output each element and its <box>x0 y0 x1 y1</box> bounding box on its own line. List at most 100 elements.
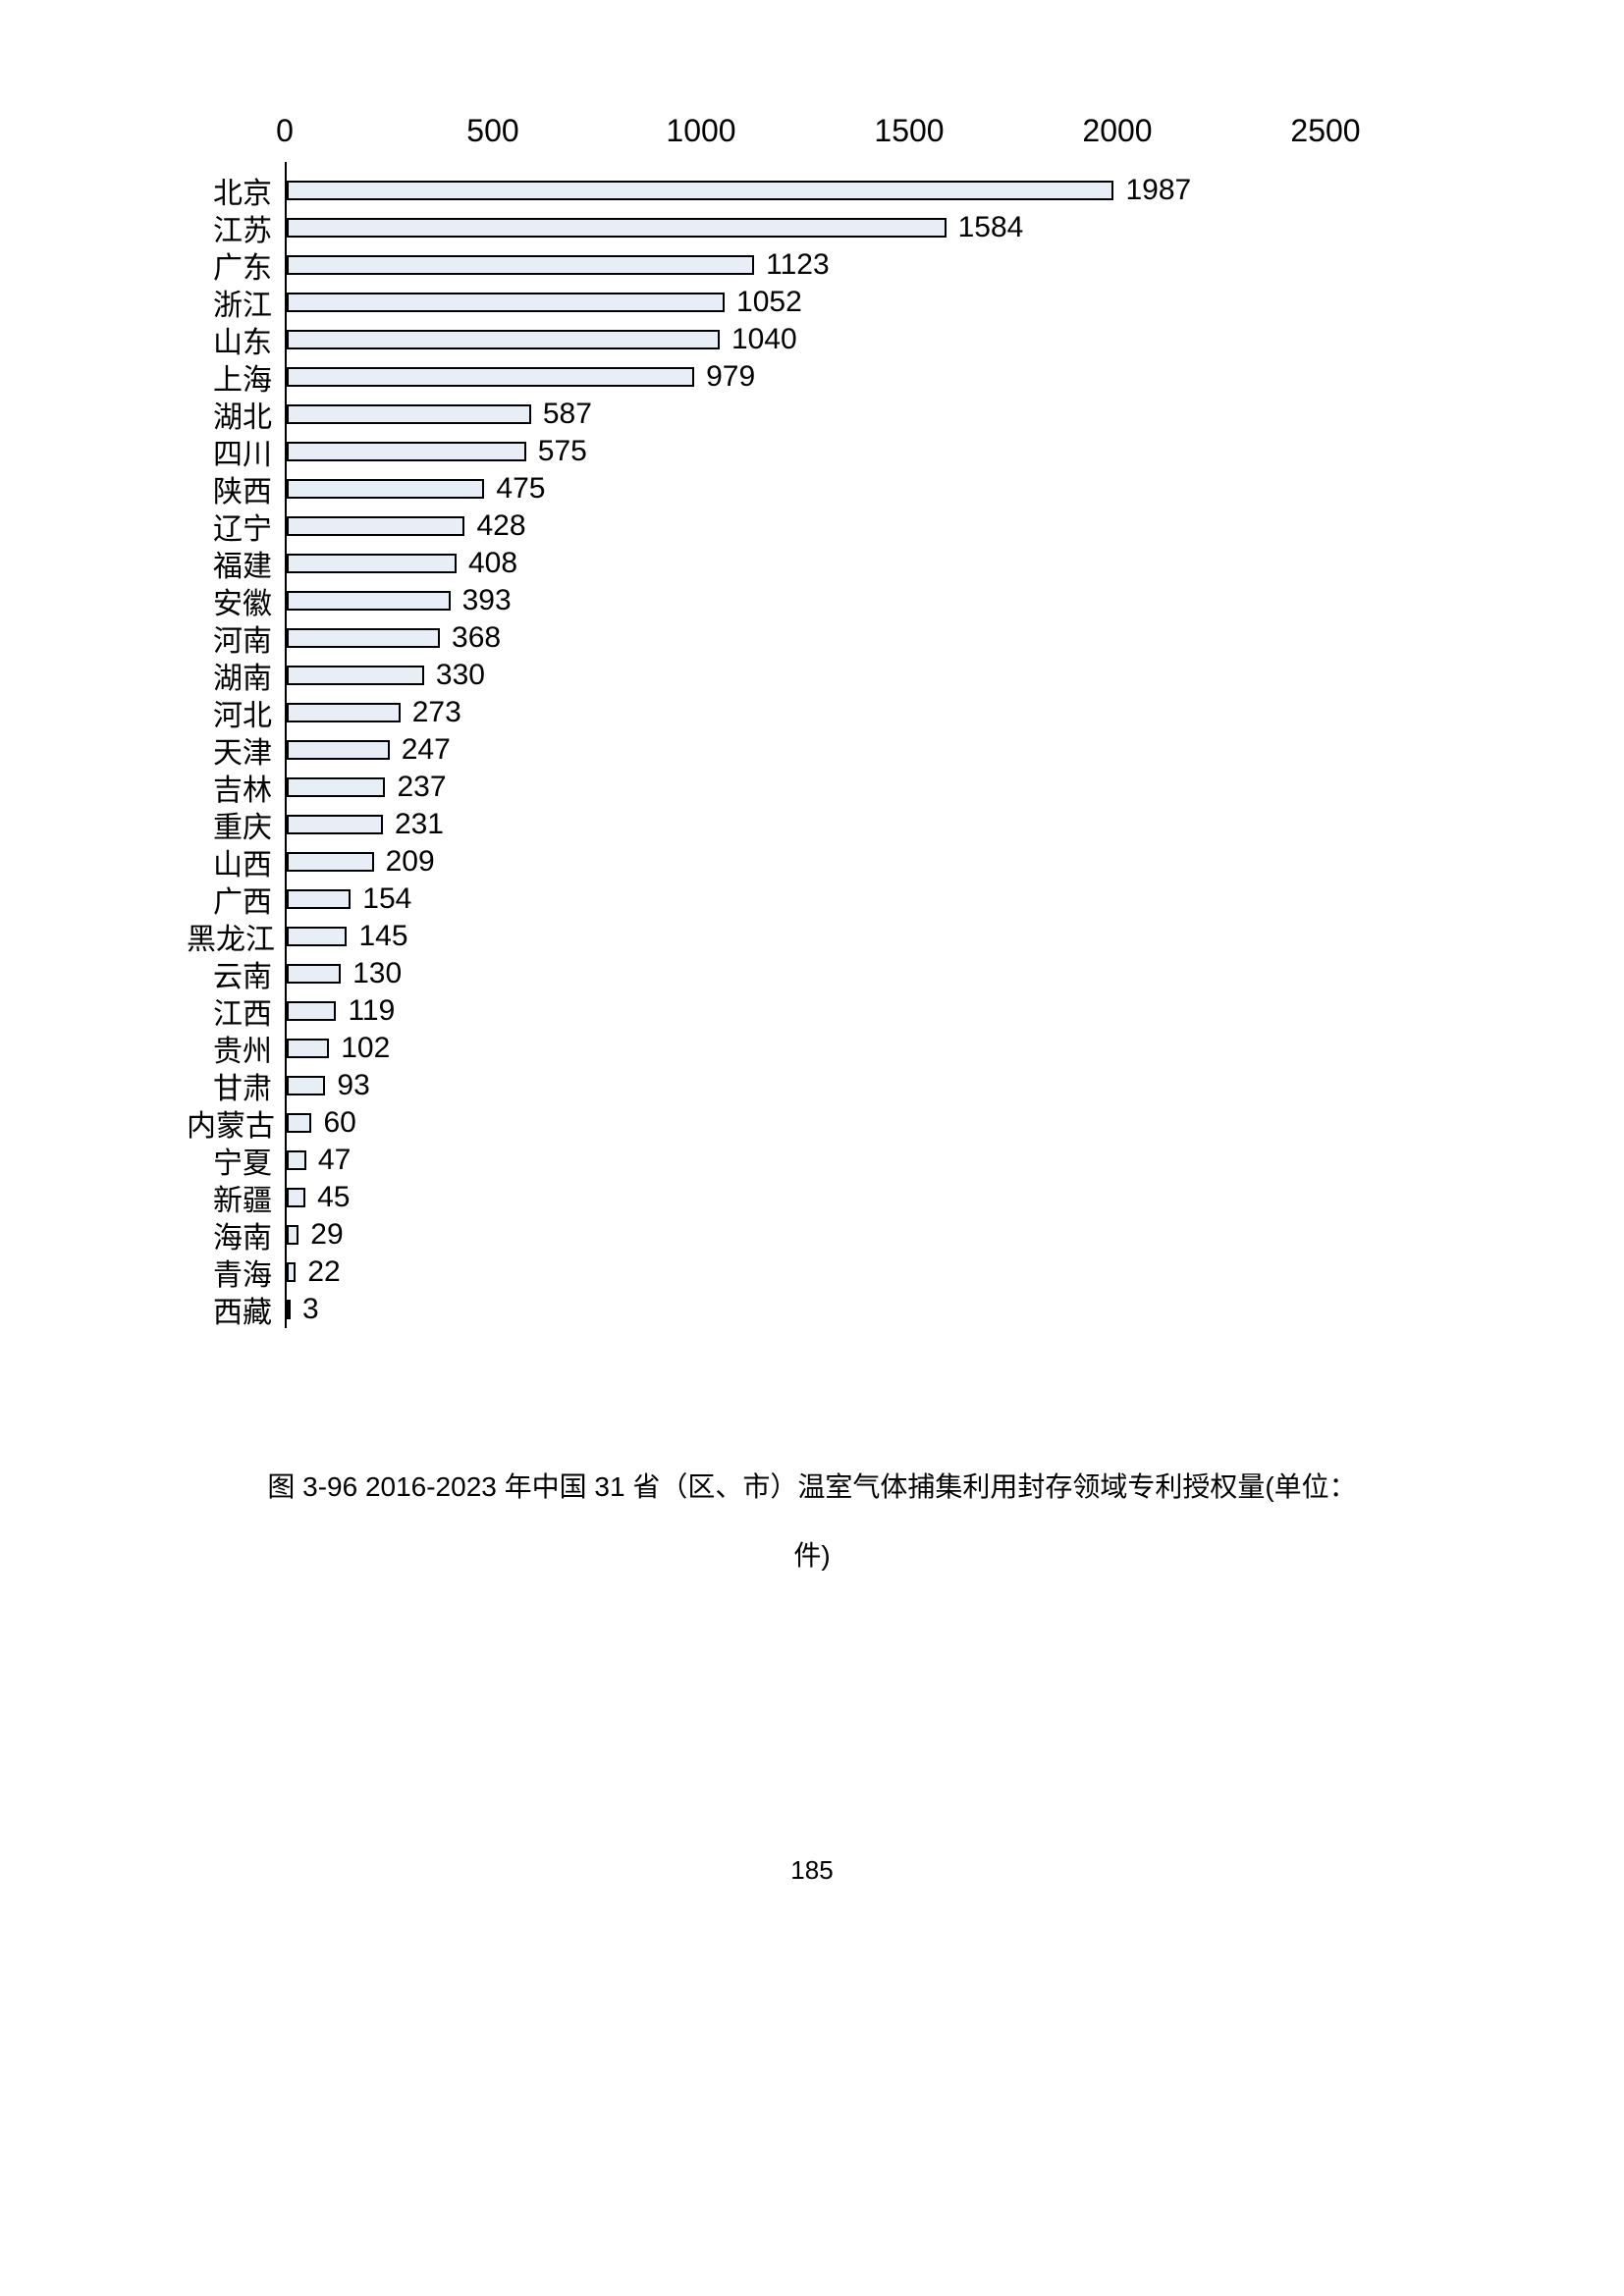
bar-row: 江苏1584 <box>187 209 1443 246</box>
bar-row: 四川575 <box>187 433 1443 470</box>
bar-row: 浙江1052 <box>187 284 1443 321</box>
page: 0 500 1000 1500 2000 2500 北京1987江苏1584广东1123浙… <box>0 0 1624 2296</box>
bar-row: 广东1123 <box>187 246 1443 284</box>
bar <box>287 591 451 611</box>
bar-value-label: 154 <box>362 882 411 916</box>
bar <box>287 479 484 499</box>
bar-value-label: 3 <box>302 1293 319 1326</box>
bar-row: 辽宁428 <box>187 507 1443 545</box>
bar-value-label: 93 <box>337 1069 369 1102</box>
bar-row: 湖南330 <box>187 657 1443 694</box>
bar <box>287 1039 329 1058</box>
bar-row: 海南29 <box>187 1216 1443 1254</box>
bar-value-label: 330 <box>436 659 485 692</box>
bar-row: 宁夏47 <box>187 1142 1443 1179</box>
bar-value-label: 231 <box>395 808 444 841</box>
bar-row: 河北273 <box>187 694 1443 731</box>
bar-value-label: 22 <box>307 1255 340 1289</box>
bar-row: 上海979 <box>187 358 1443 396</box>
bar <box>287 516 464 536</box>
bar <box>287 815 383 834</box>
bar-value-label: 47 <box>318 1144 351 1177</box>
bar-value-label: 587 <box>543 398 592 431</box>
bar <box>287 181 1113 200</box>
bar-row: 西藏 3 <box>187 1291 1443 1328</box>
bar-row: 湖北587 <box>187 396 1443 433</box>
bar-value-label: 475 <box>496 472 545 506</box>
bar-row: 甘肃93 <box>187 1067 1443 1104</box>
x-axis: 05001000150020002500 <box>285 113 1443 162</box>
bar-value-label: 408 <box>468 547 517 580</box>
bar-value-label: 237 <box>397 771 446 804</box>
bar-row: 山东1040 <box>187 321 1443 358</box>
x-tick-label: 1000 <box>666 113 735 149</box>
x-tick-label: 500 <box>466 113 518 149</box>
bar-row: 河南368 <box>187 619 1443 657</box>
bar-value-label: 130 <box>352 957 402 990</box>
bar <box>287 1150 306 1170</box>
bar-row: 黑龙江145 <box>187 918 1443 955</box>
bar-chart: 0 500 1000 1500 2000 2500 北京1987江苏1584广东1123浙… <box>187 113 1443 1328</box>
bar-value-label: 393 <box>462 584 512 617</box>
bar-value-label: 209 <box>386 845 435 879</box>
bar-value-label: 979 <box>706 360 755 394</box>
bar-row: 贵州102 <box>187 1030 1443 1067</box>
bar-row: 江西119 <box>187 992 1443 1030</box>
category-label: 西藏 <box>187 1288 280 1331</box>
bar <box>287 367 694 387</box>
bar-row: 吉林237 <box>187 769 1443 806</box>
bar-row: 陕西475 <box>187 470 1443 507</box>
bar-value-label: 368 <box>452 621 501 655</box>
x-tick-label: 2500 <box>1290 113 1360 149</box>
bar <box>287 330 720 349</box>
bar-value-label: 575 <box>538 435 587 468</box>
bar-row: 广西154 <box>187 881 1443 918</box>
bar-value-label: 102 <box>341 1032 390 1065</box>
x-tick-label: 2000 <box>1082 113 1152 149</box>
bar <box>287 1076 325 1095</box>
bar <box>287 293 725 312</box>
bar-row: 北京1987 <box>187 172 1443 209</box>
bars-area: 北京1987江苏1584广东1123浙江1052山东1040上海979湖北587… <box>187 172 1443 1328</box>
bar-row: 云南130 <box>187 955 1443 992</box>
bar <box>287 255 754 275</box>
bar-row: 重庆231 <box>187 806 1443 843</box>
page-number: 185 <box>0 1855 1624 1886</box>
bar <box>287 628 440 648</box>
bar <box>287 666 424 685</box>
bar <box>287 964 341 984</box>
bar-value-label: 29 <box>310 1218 343 1252</box>
bar-value-label: 119 <box>348 994 395 1028</box>
bar <box>287 852 374 872</box>
bar <box>287 889 351 909</box>
bar-row: 内蒙古60 <box>187 1104 1443 1142</box>
figure-caption-line2: 件) <box>0 1531 1624 1580</box>
bar <box>287 1001 336 1021</box>
bar-value-label: 247 <box>402 733 451 767</box>
bar-row: 青海22 <box>187 1254 1443 1291</box>
bar-value-label: 1052 <box>736 286 802 319</box>
bar <box>287 927 347 946</box>
bar <box>287 1300 291 1319</box>
bar-value-label: 273 <box>412 696 461 729</box>
bar-value-label: 60 <box>323 1106 355 1140</box>
bar-value-label: 1040 <box>731 323 797 356</box>
figure-caption-line1: 图 3-96 2016-2023 年中国 31 省（区、市）温室气体捕集利用封存… <box>0 1463 1624 1512</box>
bar-value-label: 428 <box>476 509 525 543</box>
x-tick-label: 0 <box>276 113 294 149</box>
bar-value-label: 45 <box>317 1181 350 1214</box>
bar-value-label: 1584 <box>958 211 1024 244</box>
bar-row: 安徽393 <box>187 582 1443 619</box>
bar <box>287 404 531 424</box>
bar <box>287 777 385 797</box>
bar <box>287 703 401 722</box>
bar-value-label: 1987 <box>1125 174 1191 207</box>
bar-row: 天津247 <box>187 731 1443 769</box>
bar <box>287 218 947 238</box>
bar-value-label: 145 <box>358 920 407 953</box>
bar-value-label: 1123 <box>766 248 830 282</box>
bar <box>287 1113 311 1133</box>
bar-row: 新疆45 <box>187 1179 1443 1216</box>
x-tick-label: 1500 <box>874 113 944 149</box>
bar <box>287 1225 298 1245</box>
